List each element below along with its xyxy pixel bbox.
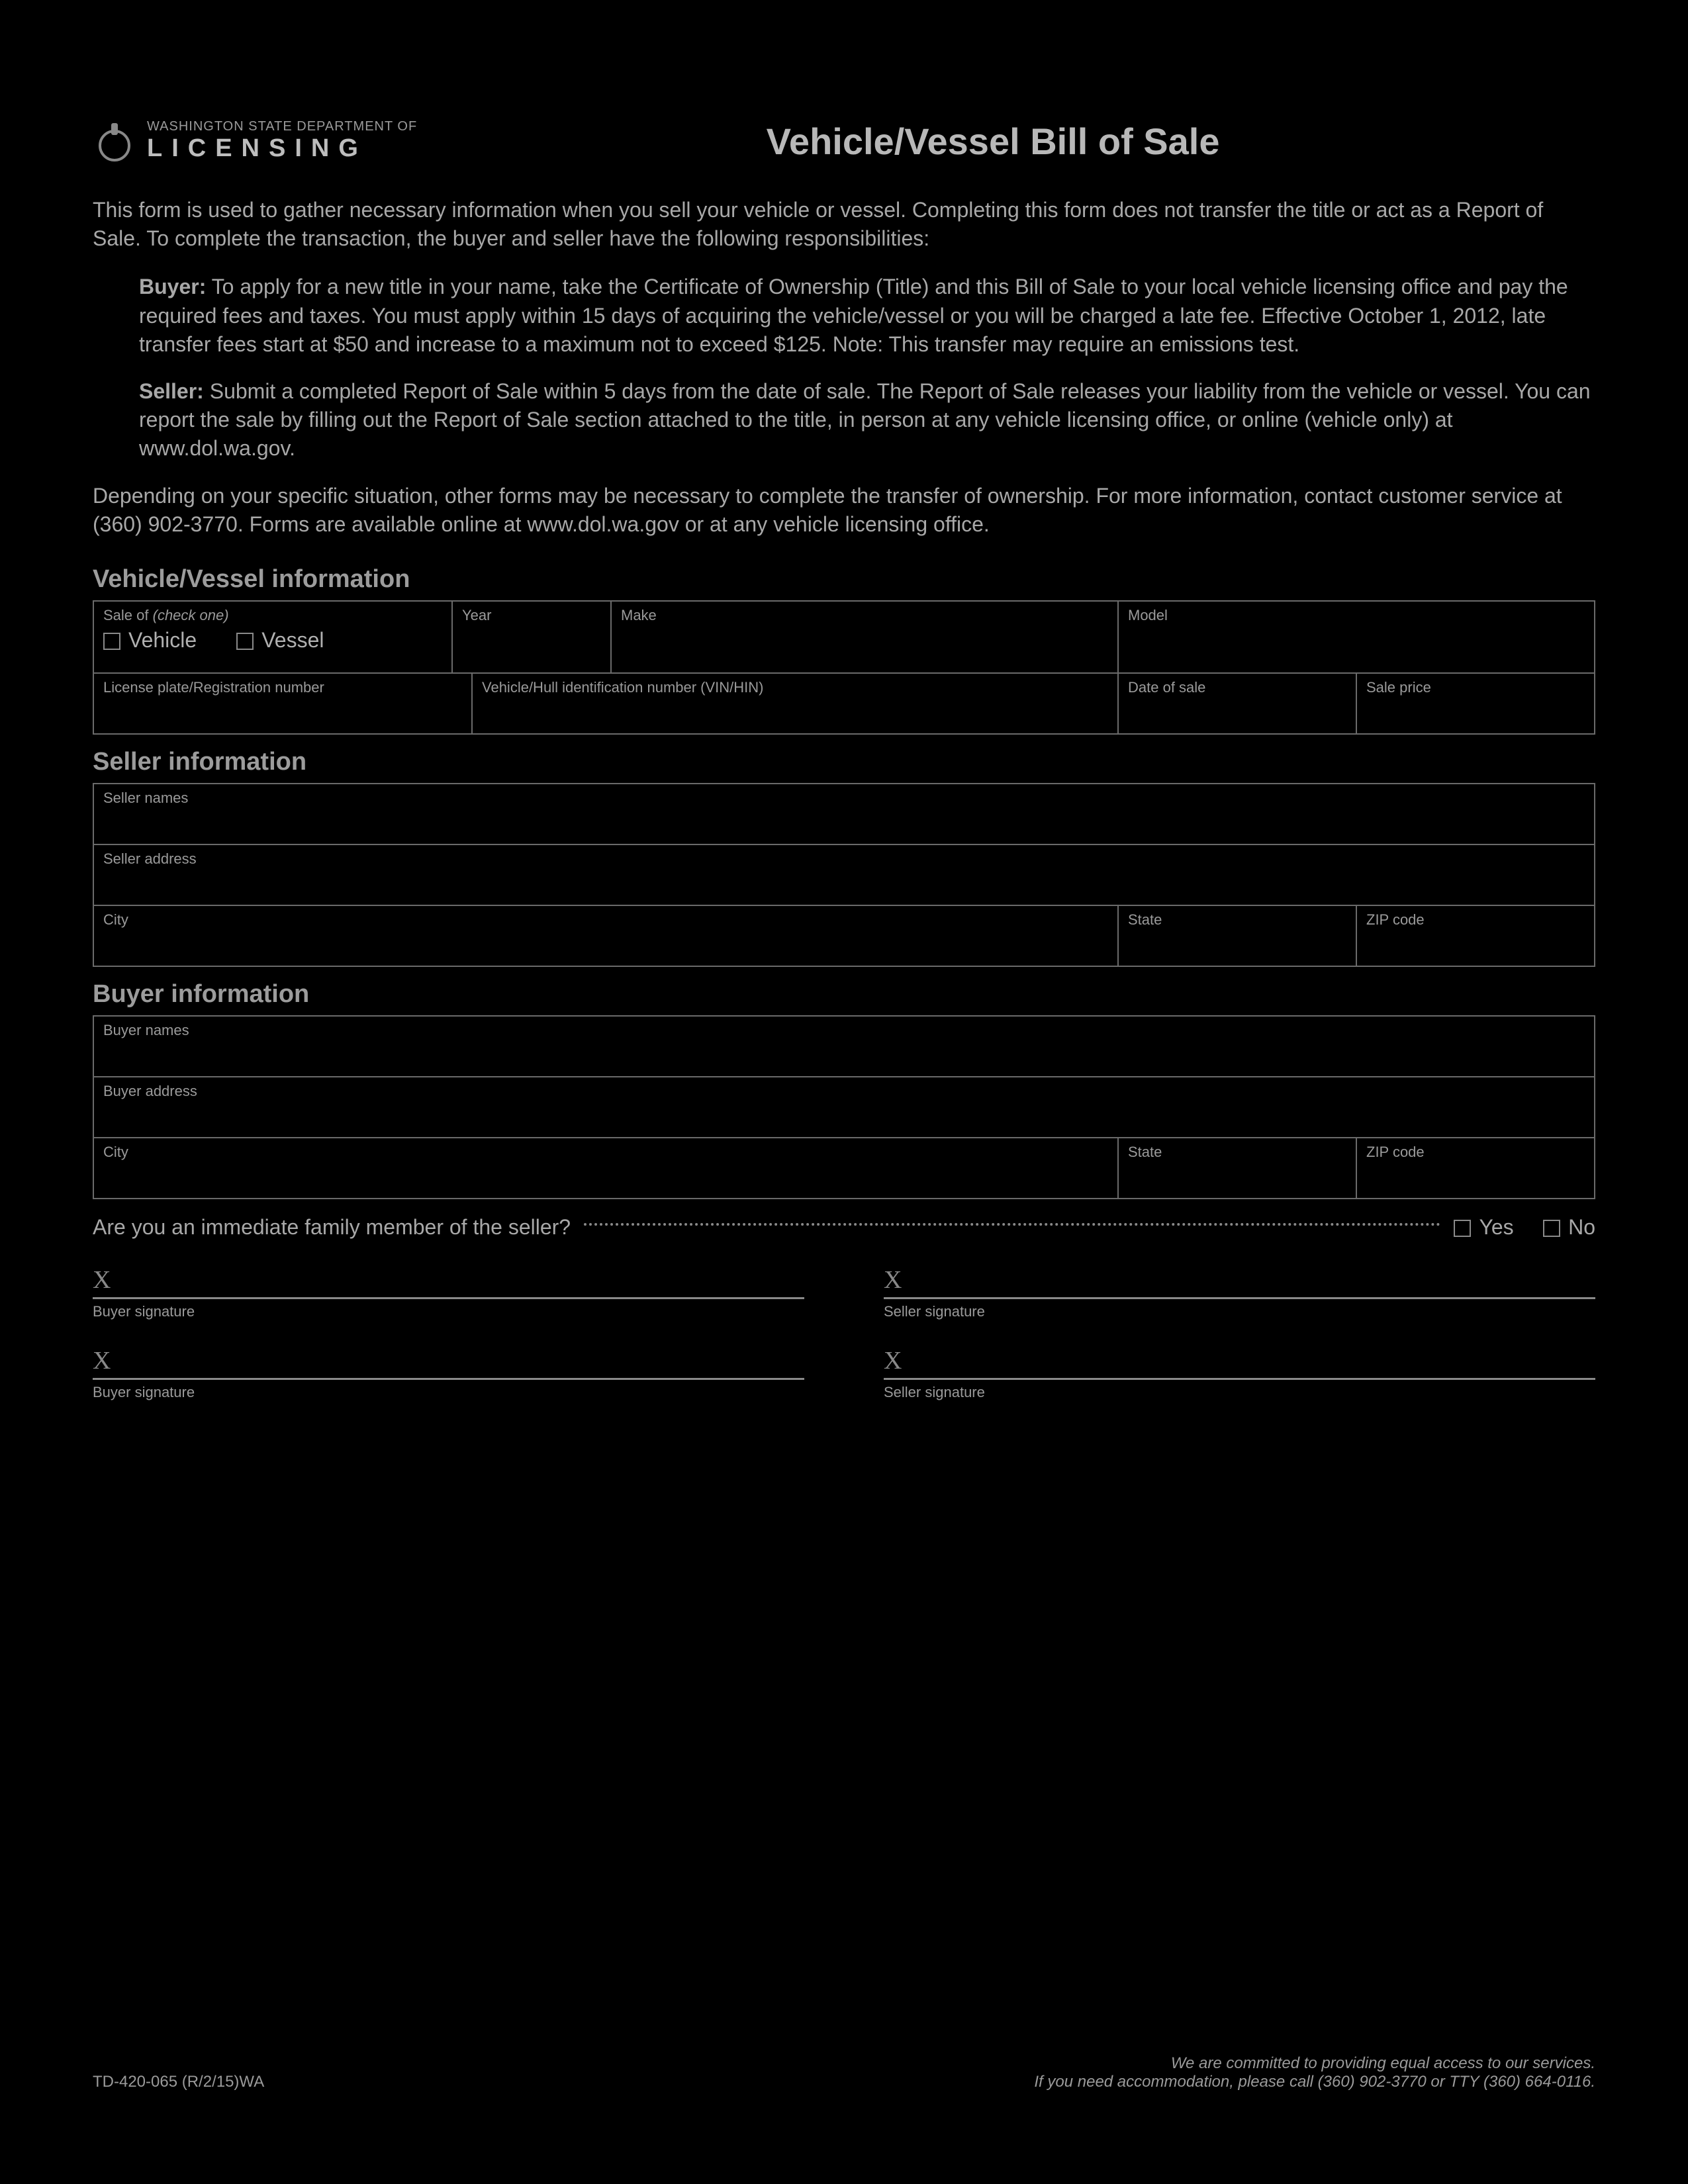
seller-responsibility: Seller: Submit a completed Report of Sal…	[139, 377, 1595, 463]
buyer-city-label: City	[103, 1144, 1108, 1161]
wa-seal-icon	[93, 119, 136, 163]
seller-sig-label: Seller signature	[884, 1303, 1595, 1320]
year-label: Year	[462, 607, 601, 624]
family-question: Are you an immediate family member of th…	[93, 1215, 571, 1240]
closing-text: Depending on your specific situation, ot…	[93, 482, 1595, 539]
price-cell[interactable]: Sale price	[1356, 674, 1594, 733]
date-label: Date of sale	[1128, 679, 1346, 696]
yes-checkbox[interactable]: Yes	[1454, 1215, 1513, 1239]
footer: TD-420-065 (R/2/15)WA We are committed t…	[93, 2054, 1595, 2091]
footer-right: We are committed to providing equal acce…	[1034, 2054, 1595, 2091]
page-title: Vehicle/Vessel Bill of Sale	[391, 120, 1595, 163]
buyer-sig-label: Buyer signature	[93, 1303, 804, 1320]
seller-signature-2[interactable]: X Seller signature	[884, 1347, 1595, 1401]
seller-names-cell[interactable]: Seller names	[94, 784, 1594, 844]
signature-row-1: X Buyer signature X Seller signature	[93, 1266, 1595, 1320]
seller-address-cell[interactable]: Seller address	[94, 845, 1594, 905]
vehicle-checkbox[interactable]: Vehicle	[103, 628, 197, 653]
vehicle-section-title: Vehicle/Vessel information	[93, 565, 1595, 594]
accom-text: If you need accommodation, please call (…	[1034, 2073, 1595, 2091]
dept-name: LICENSING	[147, 134, 417, 163]
dept-line: WASHINGTON STATE DEPARTMENT OF	[147, 119, 417, 134]
sig-x-icon: X	[93, 1265, 111, 1295]
seller-names-label: Seller names	[103, 790, 1585, 807]
seller-state-cell[interactable]: State	[1117, 906, 1356, 966]
seller-state-label: State	[1128, 911, 1346, 929]
buyer-zip-label: ZIP code	[1366, 1144, 1585, 1161]
vin-cell[interactable]: Vehicle/Hull identification number (VIN/…	[471, 674, 1117, 733]
intro-text: This form is used to gather necessary in…	[93, 196, 1595, 253]
buyer-responsibility: Buyer: To apply for a new title in your …	[139, 273, 1595, 359]
responsibilities: Buyer: To apply for a new title in your …	[139, 273, 1595, 463]
header: WASHINGTON STATE DEPARTMENT OF LICENSING…	[93, 119, 1595, 163]
buyer-sig-label: Buyer signature	[93, 1384, 804, 1401]
sig-x-icon: X	[93, 1346, 111, 1375]
seller-zip-cell[interactable]: ZIP code	[1356, 906, 1594, 966]
buyer-para-text: To apply for a new title in your name, t…	[139, 275, 1568, 355]
price-label: Sale price	[1366, 679, 1585, 696]
logo-text: WASHINGTON STATE DEPARTMENT OF LICENSING	[147, 119, 417, 163]
buyer-label: Buyer:	[139, 275, 206, 298]
buyer-signature-1[interactable]: X Buyer signature	[93, 1266, 804, 1320]
seller-section-title: Seller information	[93, 748, 1595, 776]
seller-signature-1[interactable]: X Seller signature	[884, 1266, 1595, 1320]
seller-zip-label: ZIP code	[1366, 911, 1585, 929]
plate-label: License plate/Registration number	[103, 679, 462, 696]
seller-sig-label: Seller signature	[884, 1384, 1595, 1401]
vin-label: Vehicle/Hull identification number (VIN/…	[482, 679, 1108, 696]
model-cell[interactable]: Model	[1117, 602, 1594, 672]
sale-of-label: Sale of (check one)	[103, 607, 442, 624]
buyer-grid: Buyer names Buyer address City State ZIP…	[93, 1015, 1595, 1199]
sig-x-icon: X	[884, 1346, 902, 1375]
sale-of-cell[interactable]: Sale of (check one) Vehicle Vessel	[94, 602, 451, 672]
buyer-names-cell[interactable]: Buyer names	[94, 1017, 1594, 1076]
family-question-row: Are you an immediate family member of th…	[93, 1215, 1595, 1240]
no-checkbox[interactable]: No	[1543, 1215, 1595, 1239]
buyer-state-cell[interactable]: State	[1117, 1138, 1356, 1198]
seller-label: Seller:	[139, 379, 204, 403]
logo: WASHINGTON STATE DEPARTMENT OF LICENSING	[93, 119, 417, 163]
model-label: Model	[1128, 607, 1585, 624]
seller-para-text: Submit a completed Report of Sale within…	[139, 379, 1591, 460]
seller-address-label: Seller address	[103, 850, 1585, 868]
seller-city-label: City	[103, 911, 1108, 929]
make-cell[interactable]: Make	[610, 602, 1117, 672]
commit-text: We are committed to providing equal acce…	[1034, 2054, 1595, 2073]
seller-grid: Seller names Seller address City State Z…	[93, 783, 1595, 967]
dot-leader	[584, 1223, 1440, 1226]
date-cell[interactable]: Date of sale	[1117, 674, 1356, 733]
buyer-signature-2[interactable]: X Buyer signature	[93, 1347, 804, 1401]
vessel-checkbox[interactable]: Vessel	[236, 628, 324, 653]
plate-cell[interactable]: License plate/Registration number	[94, 674, 471, 733]
buyer-state-label: State	[1128, 1144, 1346, 1161]
buyer-address-cell[interactable]: Buyer address	[94, 1077, 1594, 1137]
buyer-section-title: Buyer information	[93, 980, 1595, 1009]
form-number: TD-420-065 (R/2/15)WA	[93, 2073, 264, 2091]
seller-city-cell[interactable]: City	[94, 906, 1117, 966]
signature-row-2: X Buyer signature X Seller signature	[93, 1347, 1595, 1401]
buyer-city-cell[interactable]: City	[94, 1138, 1117, 1198]
sig-x-icon: X	[884, 1265, 902, 1295]
year-cell[interactable]: Year	[451, 602, 610, 672]
buyer-names-label: Buyer names	[103, 1022, 1585, 1039]
buyer-address-label: Buyer address	[103, 1083, 1585, 1100]
make-label: Make	[621, 607, 1108, 624]
buyer-zip-cell[interactable]: ZIP code	[1356, 1138, 1594, 1198]
vehicle-grid: Sale of (check one) Vehicle Vessel Year …	[93, 600, 1595, 735]
